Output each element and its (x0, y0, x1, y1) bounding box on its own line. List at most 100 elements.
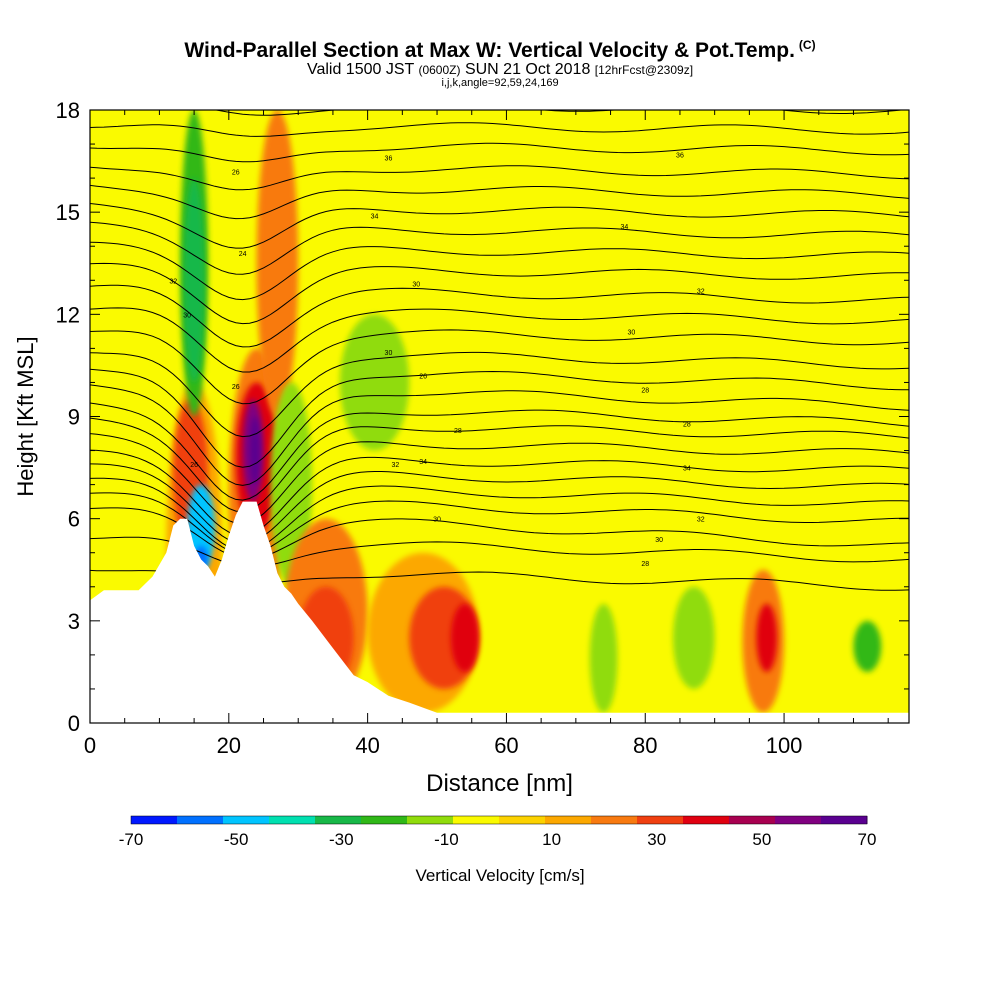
theta-contour-label: 28 (641, 387, 649, 394)
colorbar-tick-label: -10 (434, 830, 459, 849)
copyright-mark: (C) (798, 38, 816, 52)
colorbar-tick-label: 30 (647, 830, 666, 849)
colorbar-swatch (177, 816, 224, 824)
theta-contour-label: 30 (412, 282, 420, 289)
theta-contour-label: 36 (676, 152, 684, 159)
theta-contour-label: 30 (183, 312, 191, 319)
valid-utc: (0600Z) (418, 63, 461, 77)
colorbar-tick-label: 70 (858, 830, 877, 849)
colorbar-swatch (223, 816, 270, 824)
theta-contour-line (90, 221, 909, 275)
theta-contour-label: 36 (385, 156, 393, 163)
theta-contour-label: 32 (697, 288, 705, 295)
colorbar-tick-label: 50 (752, 830, 771, 849)
theta-contour-line (90, 284, 909, 348)
colorbar-swatch (591, 816, 638, 824)
velocity-cell (673, 586, 715, 689)
theta-contour-line (90, 122, 909, 137)
x-tick-label: 100 (766, 733, 803, 758)
x-tick-label: 80 (633, 733, 657, 758)
theta-contour-line (90, 142, 909, 163)
colorbar-swatch (637, 816, 684, 824)
theta-contour-label: 34 (683, 466, 691, 473)
colorbar-swatch (729, 816, 776, 824)
theta-contour-label: 26 (232, 384, 240, 391)
y-tick-label: 18 (56, 98, 80, 123)
velocity-cell (589, 603, 618, 713)
x-tick-label: 60 (494, 733, 518, 758)
y-tick-label: 3 (68, 609, 80, 634)
theta-contour-label: 32 (391, 462, 399, 469)
theta-contour-line (90, 184, 909, 220)
theta-contour-label: 28 (641, 561, 649, 568)
colorbar-swatch (775, 816, 822, 824)
colorbar-tick-label: 10 (542, 830, 561, 849)
theta-contour-line (90, 417, 909, 513)
y-tick-label: 6 (68, 507, 80, 532)
y-tick-label: 0 (68, 711, 80, 736)
theta-contour-label: 28 (454, 428, 462, 435)
velocity-cell (256, 110, 299, 417)
colorbar-swatch (361, 816, 408, 824)
theta-contour-label: 34 (371, 214, 379, 221)
theta-contour-line (90, 165, 909, 191)
velocity-cell (339, 314, 410, 451)
theta-contour-label: 26 (419, 374, 427, 381)
terrain-mask (90, 501, 909, 723)
x-tick-label: 0 (84, 733, 96, 758)
x-axis-label: Distance [nm] (426, 770, 573, 797)
theta-contour-label: 30 (385, 350, 393, 357)
theta-contour-line (90, 433, 909, 525)
colorbar-tick-label: -50 (224, 830, 249, 849)
theta-contour-line (90, 351, 909, 438)
colorbar-swatch (315, 816, 362, 824)
theta-contour-label: 26 (232, 169, 240, 176)
colorbar-label: Vertical Velocity [cm/s] (415, 866, 584, 885)
theta-contour-label: 30 (627, 329, 635, 336)
colorbar-tick-label: -30 (329, 830, 354, 849)
colorbar-swatch (269, 816, 316, 824)
theta-contour-line (90, 307, 909, 373)
chart-title: Wind-Parallel Section at Max W: Vertical… (0, 38, 1000, 63)
y-tick-label: 15 (56, 200, 80, 225)
colorbar-frame (130, 815, 868, 825)
velocity-cell (853, 620, 882, 672)
colorbar-tick-label: -70 (119, 830, 144, 849)
colorbar-swatch (131, 816, 178, 824)
theta-contour-label: 34 (419, 459, 427, 466)
theta-contour-line (213, 110, 907, 116)
theta-contour-line (90, 262, 909, 325)
chart-title-text: Wind-Parallel Section at Max W: Vertical… (184, 39, 795, 62)
theta-contour-label: 32 (697, 517, 705, 524)
colorbar: -70 -50 -30 -10 10 30 50 70 Vertical Velocity [c… (119, 815, 877, 885)
theta-contour-line (90, 402, 909, 501)
theta-contour-line (90, 203, 909, 249)
x-tick-label: 20 (217, 733, 241, 758)
valid-time: Valid 1500 JST (306, 61, 414, 78)
x-tick-label: 40 (355, 733, 379, 758)
colorbar-swatch (545, 816, 592, 824)
theta-contour-label: 28 (683, 421, 691, 428)
y-axis-label: Height [Kft MSL] (13, 336, 38, 496)
theta-contour-line (90, 329, 909, 405)
y-tick-label: 9 (68, 405, 80, 430)
y-tick-label: 12 (56, 302, 80, 327)
velocity-cell (450, 603, 479, 672)
theta-contour-line (90, 463, 909, 545)
terrain-shape (90, 501, 909, 723)
velocity-cell (270, 382, 313, 587)
theta-contour-line (90, 368, 909, 468)
colorbar-swatch (407, 816, 454, 824)
velocity-cell (506, 552, 562, 713)
valid-date: SUN 21 Oct 2018 (464, 61, 591, 78)
velocity-cell (756, 603, 778, 672)
velocity-cell (249, 416, 261, 485)
theta-contour-line (90, 384, 909, 486)
theta-contour-label: 30 (433, 517, 441, 524)
colorbar-swatch (453, 816, 500, 824)
forecast-info: [12hrFcst@2309z] (594, 63, 694, 77)
theta-contour-label: 30 (655, 537, 663, 544)
theta-contour-label: 34 (621, 224, 629, 231)
